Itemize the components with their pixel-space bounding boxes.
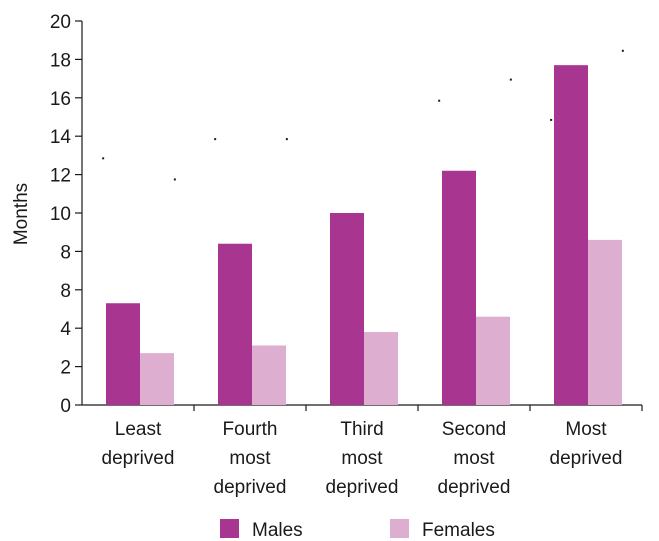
marker-dot-4	[438, 99, 441, 102]
marker-dot-3	[285, 138, 288, 141]
marker-dot-1	[173, 178, 176, 181]
bar-females-3	[476, 316, 510, 405]
bar-females-2	[364, 332, 398, 405]
bar-males-3	[442, 170, 476, 405]
bar-females-4	[588, 239, 622, 405]
y-tick-label: 2	[60, 358, 71, 379]
legend-item-females: Females	[390, 519, 495, 541]
y-tick-label: 14	[50, 127, 72, 148]
y-tick-label: 8	[60, 281, 71, 302]
bar-males-0	[106, 303, 140, 405]
bar-males-2	[330, 213, 364, 405]
bar-males-1	[218, 243, 252, 405]
y-tick-label: 0	[60, 396, 71, 417]
y-tick-label: 16	[50, 89, 71, 110]
legend-item-males: Males	[220, 519, 303, 541]
legend-swatch	[220, 519, 239, 538]
legend: Males Females	[220, 519, 495, 541]
legend-label: Males	[252, 520, 303, 541]
y-axis-label: Months	[11, 183, 32, 245]
y-tick-label: 8	[60, 242, 71, 263]
legend-swatch	[390, 519, 409, 538]
y-tick-label: 12	[50, 166, 71, 187]
marker-dot-7	[621, 49, 624, 52]
y-tick-label: 4	[60, 319, 71, 340]
marker-dot-6	[550, 118, 553, 121]
marker-dot-5	[509, 78, 512, 81]
y-tick-label: 20	[50, 12, 71, 33]
plot-area: 0 2 4 8 8 10 12 14 16 18 20 Least deprived Fourth most…	[50, 12, 643, 498]
x-category-label: Least deprived	[102, 419, 175, 469]
marker-dot-2	[214, 138, 217, 141]
x-category-label: Fourth most deprived	[214, 419, 287, 498]
x-category-label: Third most deprived	[326, 419, 399, 498]
bar-females-0	[140, 353, 174, 405]
x-category-label: Second most deprived	[438, 419, 511, 498]
y-tick-label: 18	[50, 50, 71, 71]
x-category-label: Most deprived	[550, 419, 623, 469]
bar-females-1	[252, 345, 286, 405]
legend-label: Females	[422, 520, 495, 541]
bar-males-4	[554, 65, 588, 405]
y-tick-label: 10	[50, 204, 71, 225]
marker-dot-0	[102, 157, 105, 160]
